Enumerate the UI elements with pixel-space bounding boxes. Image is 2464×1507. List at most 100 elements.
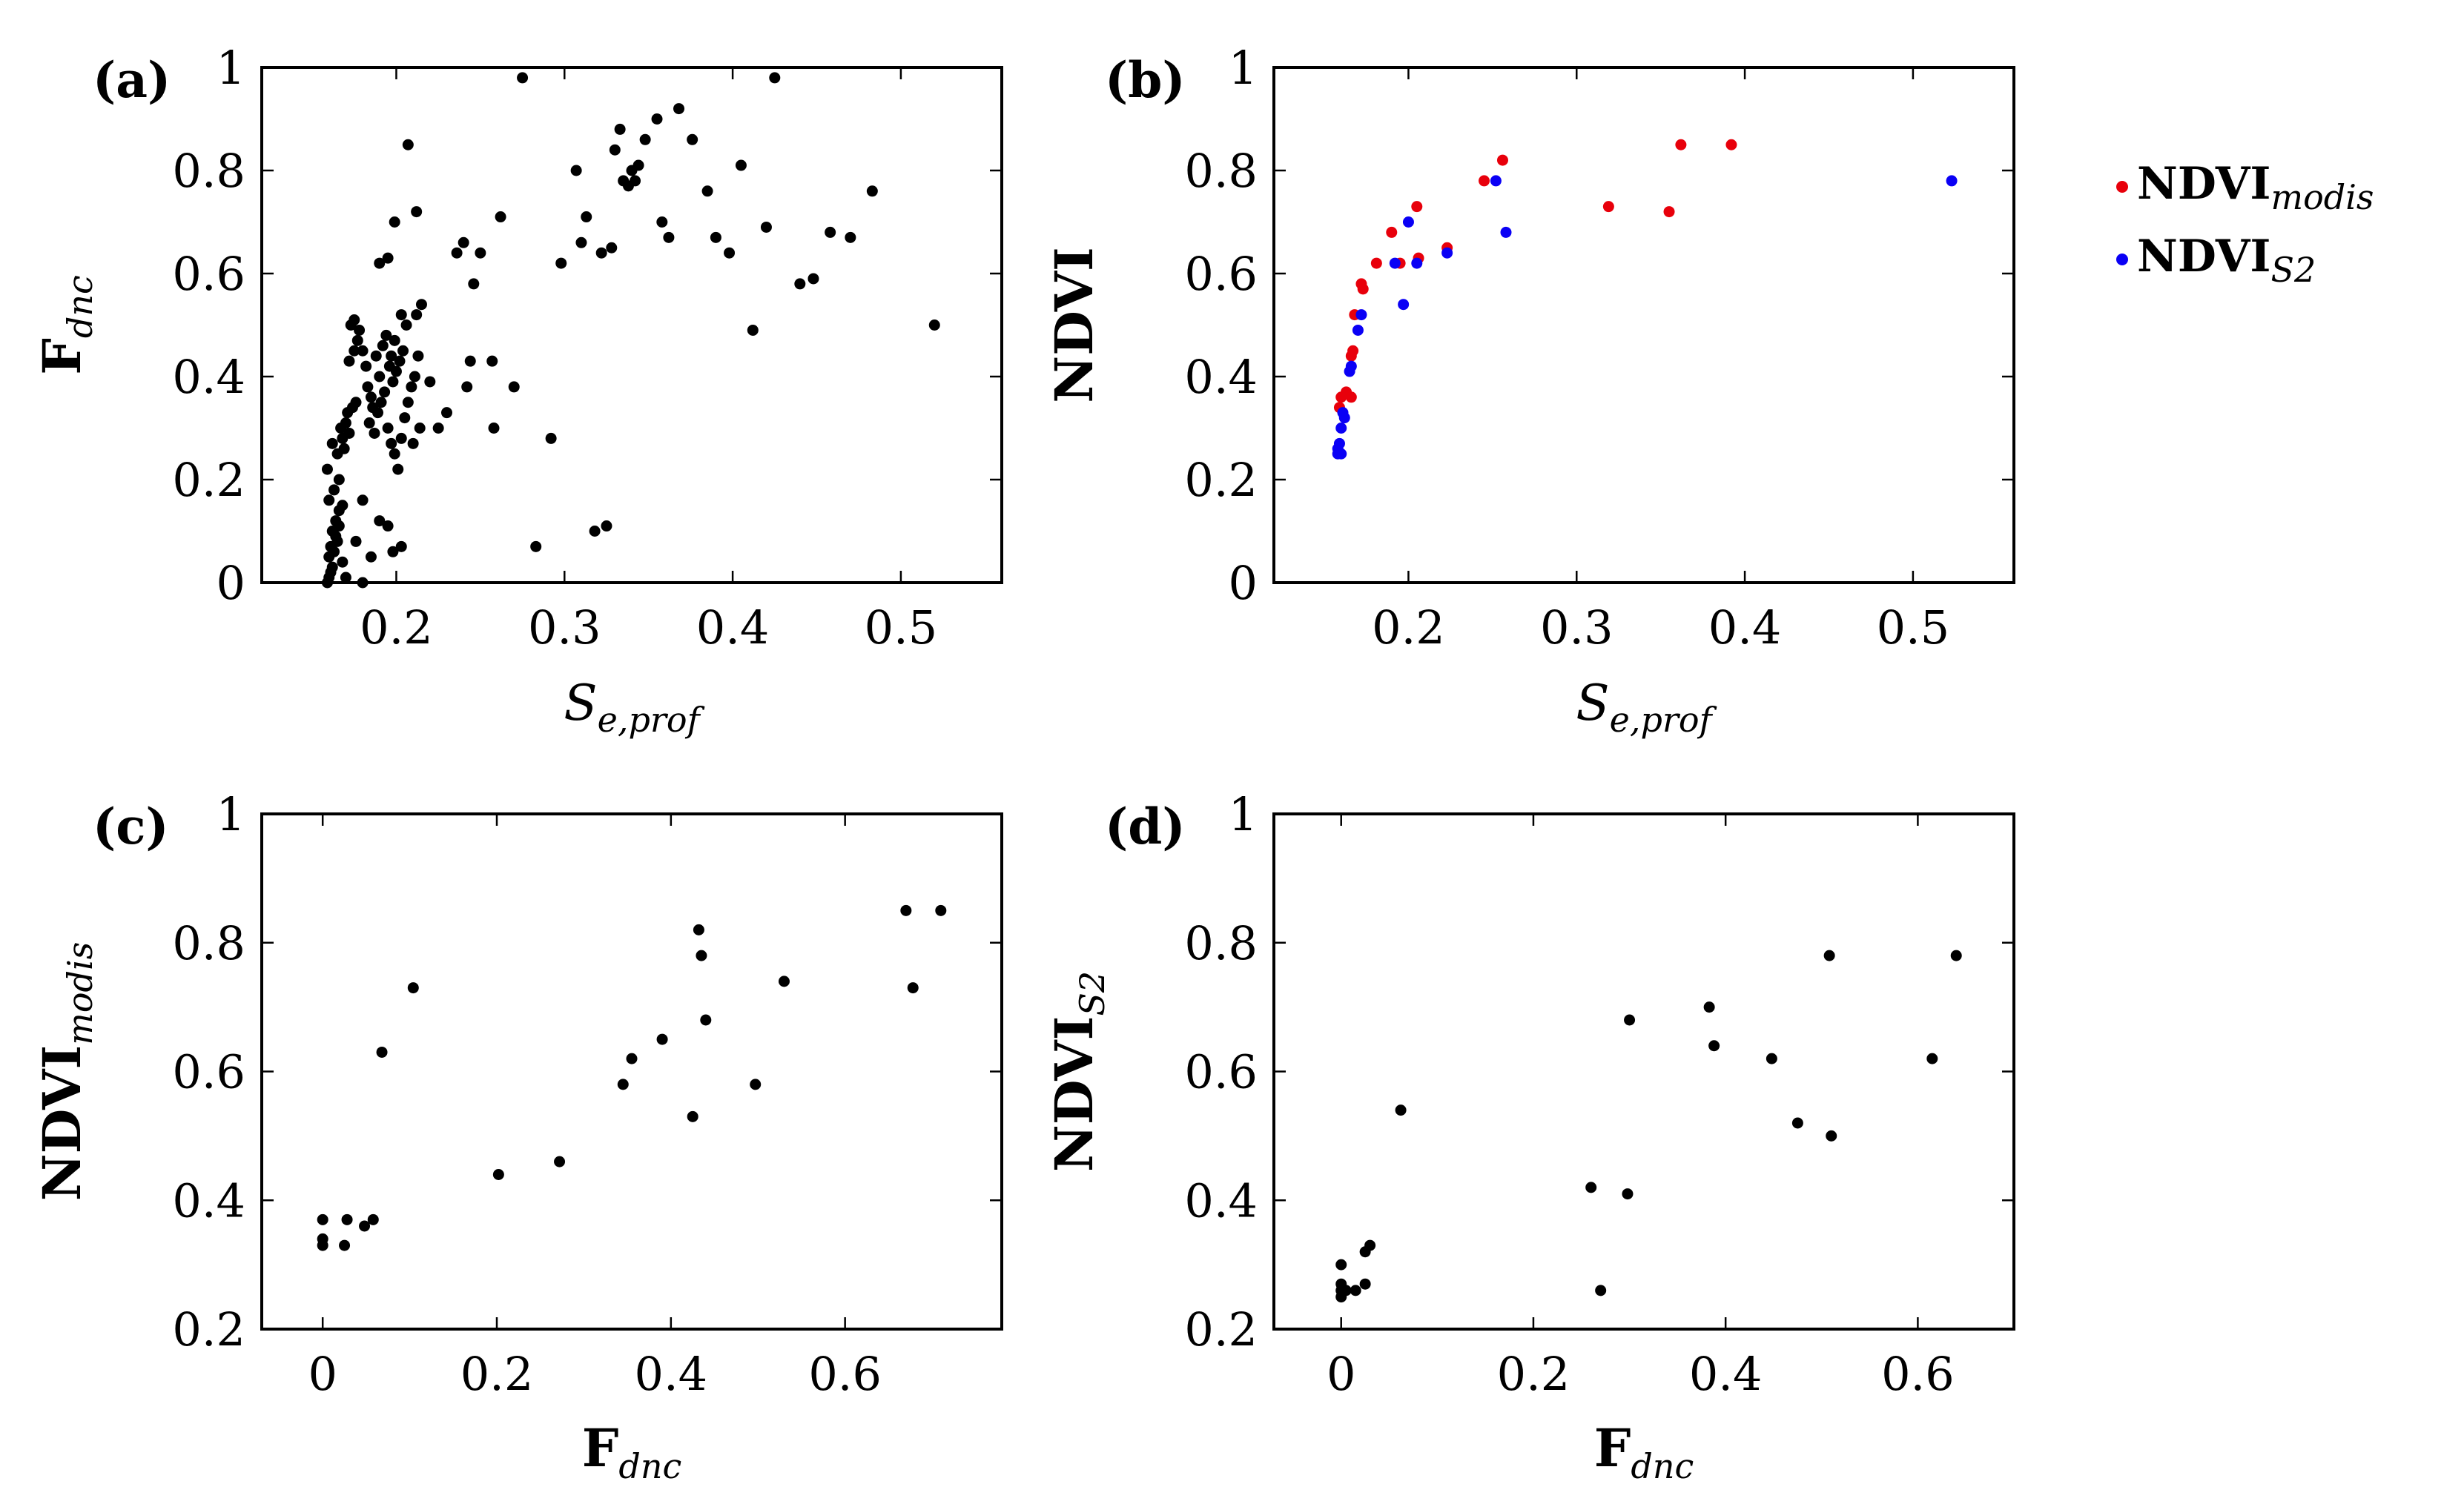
panel-a-data-point bbox=[374, 515, 386, 527]
panel-a-ytick-label: 0.4 bbox=[172, 350, 245, 404]
panel-a-data-point bbox=[488, 423, 500, 434]
panel-a-data-point bbox=[845, 231, 856, 243]
panel-a-xtick-label: 0.4 bbox=[696, 600, 770, 655]
panel-a-data-point bbox=[360, 360, 372, 372]
panel-c-data-point bbox=[778, 976, 790, 987]
panel-d-data-point bbox=[1359, 1278, 1371, 1290]
panel-c: 0 0.2 0.4 0.6 0.2 0.4 0.6 0.8 1 (c) Fdnc NDVImodis bbox=[31, 787, 1003, 1486]
panel-a-data-point bbox=[589, 526, 601, 537]
panel-a-data-point bbox=[326, 437, 338, 449]
panel-d-data-point bbox=[1340, 1285, 1352, 1296]
panel-c-data-point bbox=[907, 982, 919, 994]
panel-d-ytick-label: 0.4 bbox=[1184, 1173, 1258, 1228]
panel-b-letter: (b) bbox=[1105, 51, 1186, 109]
panel-b-data-point bbox=[1490, 175, 1502, 187]
panel-b-ytick-label: 0.4 bbox=[1184, 350, 1258, 404]
panel-c-xtick-label: 0 bbox=[308, 1347, 337, 1401]
panel-a-data-point bbox=[794, 278, 806, 290]
panel-a-data-point bbox=[609, 144, 621, 156]
panel-d: 0 0.2 0.4 0.6 0.2 0.4 0.6 0.8 1 (d) Fdnc NDVIS2 bbox=[1043, 787, 2015, 1486]
panel-a-data-point bbox=[651, 113, 663, 125]
panel-a-data-point bbox=[769, 72, 781, 84]
panel-d-data-point bbox=[1395, 1104, 1407, 1116]
panel-c-xtick-label: 0.6 bbox=[808, 1347, 882, 1401]
panel-d-xtick-label: 0.2 bbox=[1497, 1347, 1570, 1401]
panel-b-data-point bbox=[1357, 283, 1369, 295]
panel-b-series-0 bbox=[1333, 139, 1737, 414]
panel-a-data-point bbox=[673, 103, 685, 115]
panel-b-data-point bbox=[1441, 247, 1453, 259]
panel-b-xtick-label: 0.5 bbox=[1877, 600, 1950, 655]
panel-a-data-point bbox=[382, 252, 394, 264]
panel-c-ylabel: NDVImodis bbox=[31, 942, 100, 1202]
panel-a-data-point bbox=[687, 133, 698, 145]
panel-b-ytick-label: 1 bbox=[1229, 41, 1258, 95]
panel-a-data-point bbox=[486, 355, 498, 367]
panel-a-data-point bbox=[400, 319, 412, 331]
panel-a-data-point bbox=[323, 494, 335, 506]
panel-a-data-point bbox=[389, 448, 400, 460]
panel-c-data-point bbox=[693, 924, 704, 935]
panel-a-data-point bbox=[377, 340, 389, 351]
panel-a-data-point bbox=[326, 561, 338, 573]
panel-b-xtick-label: 0.3 bbox=[1540, 600, 1614, 655]
panel-d-ytick-label: 0.6 bbox=[1184, 1045, 1258, 1099]
panel-c-data-point bbox=[317, 1213, 328, 1225]
panel-a-data-point bbox=[343, 355, 355, 367]
panel-a-data-point bbox=[545, 432, 557, 444]
panel-a-xtick-label: 0.2 bbox=[360, 600, 433, 655]
panel-a-data-point bbox=[386, 350, 397, 362]
panel-d-data-point bbox=[1622, 1188, 1634, 1200]
panel-a-data-point bbox=[411, 309, 423, 321]
panel-b-data-point bbox=[1335, 423, 1347, 434]
panel-b-data-point bbox=[1347, 345, 1359, 357]
panel-a-data-point bbox=[724, 247, 736, 259]
panel-a-data-point bbox=[357, 345, 369, 357]
panel-b-ylabel: NDVI bbox=[1043, 247, 1105, 403]
panel-a-data-point bbox=[475, 247, 486, 259]
panel-d-data-point bbox=[1335, 1259, 1347, 1271]
panel-a-data-point bbox=[337, 500, 349, 511]
panel-c-data-point bbox=[376, 1046, 388, 1058]
panel-a-data-point bbox=[387, 546, 399, 557]
panel-a-data-point bbox=[807, 273, 819, 285]
panel-a-data-point bbox=[375, 397, 387, 408]
panel-a-data-point bbox=[415, 299, 427, 311]
panel-a-data-point bbox=[395, 309, 407, 321]
panel-a-data-point bbox=[402, 397, 414, 408]
panel-a-data-point bbox=[451, 247, 463, 259]
panel-a-data-point bbox=[340, 572, 351, 583]
panel-a-data-point bbox=[382, 423, 394, 434]
panel-b-ytick-label: 0.8 bbox=[1184, 144, 1258, 198]
panel-b-xlabel: Se,prof bbox=[1576, 675, 1717, 740]
panel-a-ytick-label: 0 bbox=[217, 556, 245, 610]
panel-b-data-point bbox=[1675, 139, 1687, 150]
panel-a-data-point bbox=[517, 72, 529, 84]
panel-b-data-point bbox=[1345, 391, 1357, 403]
panel-d-xlabel: Fdnc bbox=[1594, 1417, 1694, 1486]
panel-a-data-point bbox=[338, 443, 350, 454]
panel-a-data-point bbox=[701, 185, 713, 197]
panel-a-data-point bbox=[349, 314, 360, 326]
panel-b-data-point bbox=[1411, 257, 1423, 269]
panel-c-data-point bbox=[341, 1213, 353, 1225]
panel-c-plot-frame bbox=[260, 812, 1003, 1331]
panel-d-series-0 bbox=[1335, 950, 1962, 1303]
panel-a-data-point bbox=[424, 376, 436, 388]
panel-a-data-point bbox=[370, 350, 382, 362]
legend-label: NDVImodis bbox=[2137, 158, 2374, 217]
panel-a-data-point bbox=[333, 520, 345, 532]
panel-b-data-point bbox=[1345, 360, 1357, 372]
panel-a-data-point bbox=[394, 355, 406, 367]
panel-a-data-point bbox=[632, 159, 644, 171]
panel-b-data-point bbox=[1333, 437, 1345, 449]
panel-c-data-point bbox=[359, 1220, 371, 1232]
panel-a-data-point bbox=[374, 257, 386, 269]
panel-c-letter: (c) bbox=[93, 798, 169, 855]
panel-c-ytick-label: 1 bbox=[217, 787, 245, 841]
panel-a-data-point bbox=[392, 463, 404, 475]
panel-a-data-point bbox=[395, 540, 407, 552]
legend-marker bbox=[2116, 181, 2128, 193]
panel-a-xtick-label: 0.3 bbox=[528, 600, 601, 655]
